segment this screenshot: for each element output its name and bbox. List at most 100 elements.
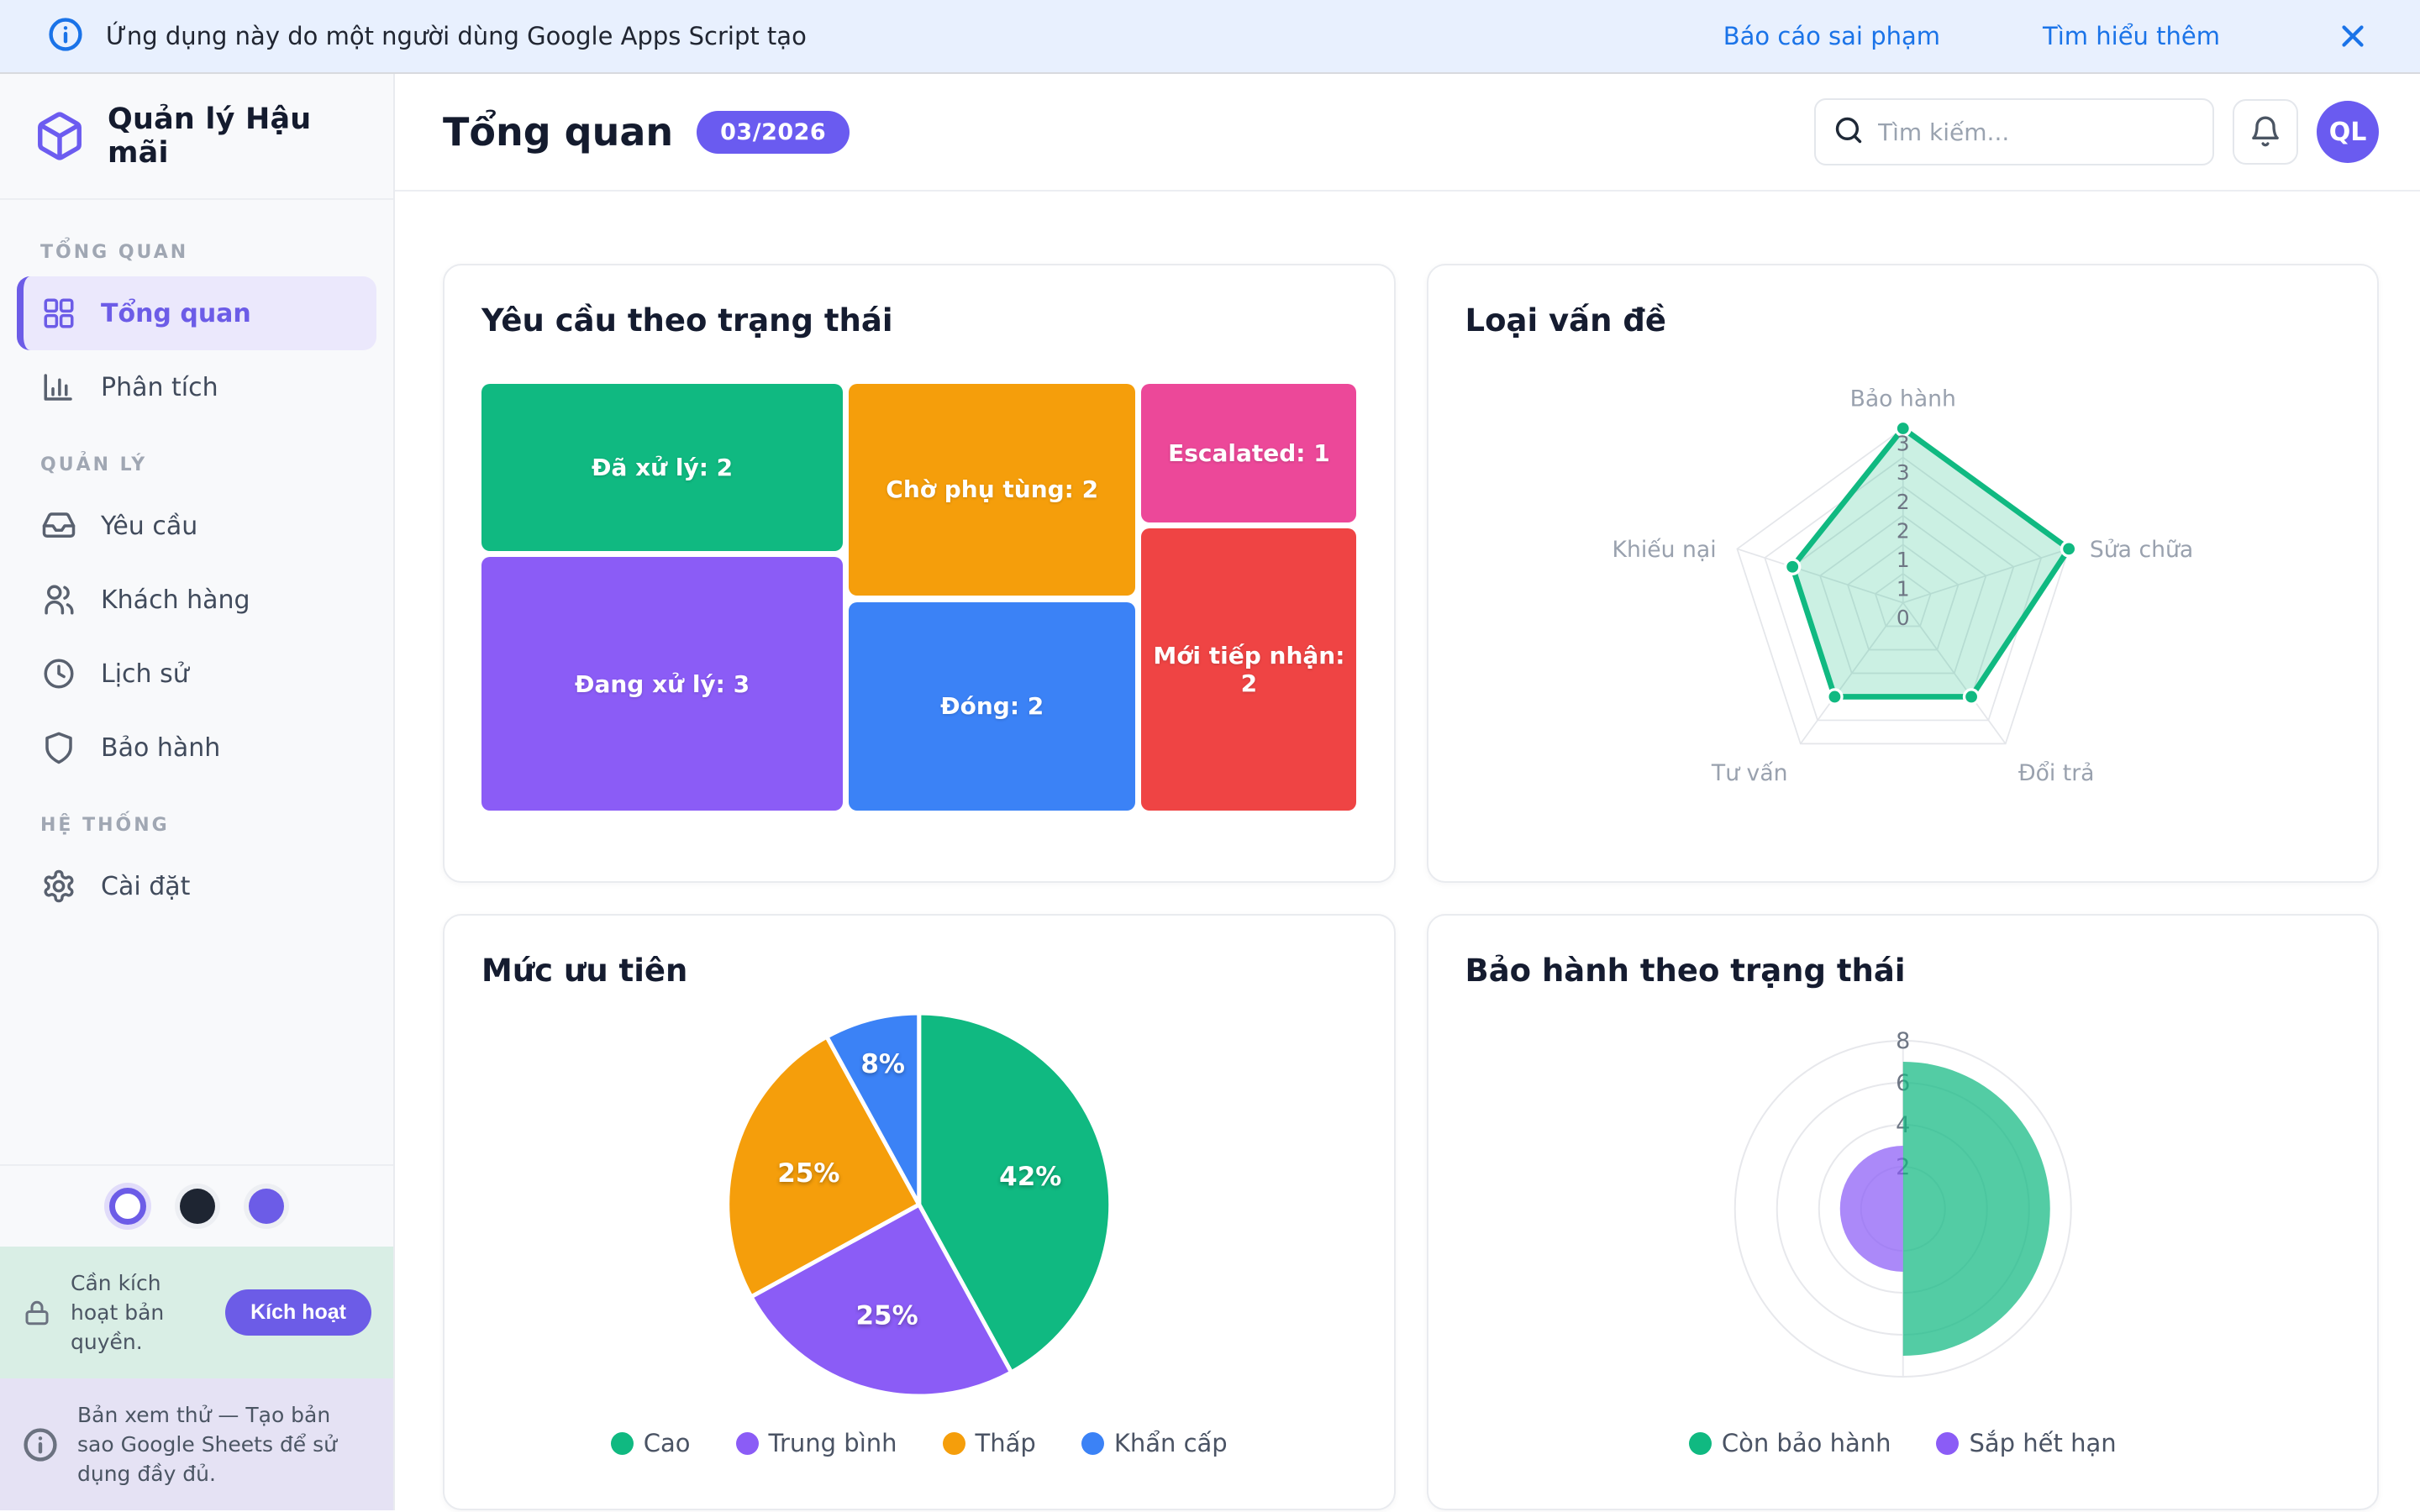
treemap-tile[interactable]: Escalated: 1 <box>1141 384 1357 522</box>
legend-item[interactable]: Thấp <box>942 1429 1036 1457</box>
radar-tick-label: 3 <box>1896 432 1909 456</box>
legend-item[interactable]: Sắp hết hạn <box>1936 1429 2117 1457</box>
treemap-tile-label: Escalated: 1 <box>1168 438 1330 467</box>
pie-slice[interactable] <box>749 1202 1014 1399</box>
sidebar-item-inbox[interactable]: Yêu cầu <box>17 489 376 563</box>
radar-tick-label: 2 <box>1896 518 1909 543</box>
radar-data-point[interactable] <box>1783 558 1801 576</box>
theme-dot[interactable] <box>180 1189 215 1224</box>
sidebar-item-users[interactable]: Khách hàng <box>17 563 376 637</box>
treemap-tile[interactable]: Đang xử lý: 3 <box>481 557 844 811</box>
app-shell: Quản lý Hậu mãi TỔNG QUAN Tổng quan Phân t… <box>0 74 2420 1510</box>
radar-grid-ring <box>1874 572 1932 627</box>
pie-slice-label: 8% <box>860 1049 905 1079</box>
sidebar-item-label: Cài đặt <box>101 871 191 901</box>
legend-dot <box>942 1431 965 1455</box>
legend-dot <box>735 1431 759 1455</box>
sidebar-item-settings[interactable]: Cài đặt <box>17 849 376 923</box>
theme-dot[interactable] <box>249 1189 284 1224</box>
info-circle-icon <box>22 1426 59 1463</box>
main-area: Tổng quan 03/2026 QL Yêu cầu theo trạng … <box>395 74 2420 1510</box>
sidebar-item-bar-chart[interactable]: Phân tích <box>17 350 376 424</box>
notifications-button[interactable] <box>2233 99 2298 165</box>
report-abuse-link[interactable]: Báo cáo sai phạm <box>1723 22 1941 50</box>
clock-icon <box>40 655 77 692</box>
treemap-tile[interactable]: Đóng: 2 <box>849 601 1135 811</box>
pie-slice[interactable] <box>725 1034 922 1299</box>
legend-item[interactable]: Khẩn cấp <box>1081 1429 1228 1457</box>
dashboard-grid: Yêu cầu theo trạng thái Đã xử lý: 2 Đang … <box>395 192 2420 1510</box>
pie-slice[interactable] <box>917 1011 1113 1375</box>
radar-grid-spoke <box>1736 548 1903 604</box>
polar-grid-ring <box>1733 1040 2072 1378</box>
treemap-chart: Đã xử lý: 2 Đang xử lý: 3 Chờ phụ tùng: 2 Đ… <box>481 384 1357 811</box>
search-input[interactable] <box>1878 118 2196 146</box>
card-requests-by-status: Yêu cầu theo trạng thái Đã xử lý: 2 Đang … <box>443 264 1396 883</box>
legend-dot <box>1936 1431 1960 1455</box>
legend-item[interactable]: Còn bảo hành <box>1688 1429 1891 1457</box>
radar-grid-ring <box>1846 543 1960 651</box>
legend-item[interactable]: Cao <box>610 1429 691 1457</box>
license-notice: Cần kích hoạt bản quyền. Kích hoạt <box>0 1247 393 1378</box>
treemap-tile[interactable]: Đã xử lý: 2 <box>481 384 844 552</box>
radar-tick-label: 0 <box>1896 606 1909 630</box>
activate-button[interactable]: Kích hoạt <box>225 1289 371 1336</box>
header-actions: QL <box>1814 98 2379 165</box>
card-title: Mức ưu tiên <box>481 953 688 989</box>
treemap-tile-label: Đã xử lý: 2 <box>592 454 734 482</box>
sidebar-item-label: Bảo hành <box>101 732 221 763</box>
search-box <box>1814 98 2214 165</box>
radar-grid-spoke <box>1902 602 2006 744</box>
radar-data-point[interactable] <box>2060 540 2077 558</box>
sidebar-item-shield[interactable]: Bảo hành <box>17 711 376 785</box>
polar-slice[interactable] <box>1839 1146 1903 1272</box>
pie-slice[interactable] <box>824 1011 922 1207</box>
polar-legend: Còn bảo hành Sắp hết hạn <box>1465 1429 2341 1457</box>
theme-dot[interactable] <box>109 1188 146 1225</box>
search-icon <box>1833 114 1865 150</box>
radar-axis-label: Tư vấn <box>1710 760 1787 786</box>
radar-tick-label: 2 <box>1896 490 1909 514</box>
radar-grid-ring <box>1818 514 1986 675</box>
sidebar-item-clock[interactable]: Lịch sử <box>17 637 376 711</box>
legend-label: Khẩn cấp <box>1113 1429 1228 1457</box>
page-title: Tổng quan <box>443 109 674 155</box>
sidebar-item-label: Phân tích <box>101 372 218 402</box>
radar-chart[interactable]: 0 1 1 2 2 3 3 Bảo hành Sửa chữa Đổi trả Tư vấn Khiế… <box>1465 345 2341 844</box>
radar-grid-spoke <box>1902 548 2069 604</box>
avatar[interactable]: QL <box>2317 101 2379 163</box>
sidebar-item-dashboard[interactable]: Tổng quan <box>17 276 376 350</box>
card-warranty-status: Bảo hành theo trạng thái 2468 Còn bảo hà… <box>1426 914 2379 1510</box>
shield-icon <box>40 729 77 766</box>
close-banner-icon[interactable] <box>2334 18 2371 55</box>
gas-banner-text: Ứng dụng này do một người dùng Google Ap… <box>106 22 807 50</box>
polar-slice[interactable] <box>1902 1062 2050 1356</box>
radar-axis-label: Khiếu nại <box>1612 537 1716 563</box>
sidebar-item-label: Khách hàng <box>101 585 250 615</box>
treemap-tile[interactable]: Chờ phụ tùng: 2 <box>849 384 1135 596</box>
sidebar-spacer <box>0 923 393 1164</box>
legend-item[interactable]: Trung bình <box>735 1429 897 1457</box>
radar-data-point[interactable] <box>1894 419 1912 438</box>
treemap-tile[interactable]: Mới tiếp nhận: 2 <box>1141 528 1357 811</box>
sidebar-item-label: Yêu cầu <box>101 511 198 541</box>
legend-label: Cao <box>643 1429 691 1457</box>
polar-area-chart[interactable]: 2468 <box>1465 1005 2341 1407</box>
radar-data-polygon[interactable] <box>1789 425 2071 700</box>
pie-slice-label: 25% <box>855 1300 918 1331</box>
radar-data-point[interactable] <box>1962 688 1980 706</box>
inbox-icon <box>40 507 77 544</box>
card-issue-types: Loại vấn đề 0 1 1 2 2 3 3 Bảo hành Sửa chữa Đổi t… <box>1426 264 2379 883</box>
radar-grid-ring <box>1763 456 2042 722</box>
learn-more-link[interactable]: Tìm hiểu thêm <box>2043 22 2220 50</box>
treemap-tile-label: Chờ phụ tùng: 2 <box>886 475 1099 504</box>
radar-axis-label: Đổi trả <box>2018 760 2094 786</box>
legend-dot <box>1688 1431 1712 1455</box>
radar-data-point[interactable] <box>1825 688 1844 706</box>
pie-slice-label: 25% <box>777 1158 839 1189</box>
card-title: Loại vấn đề <box>1465 302 1666 339</box>
pie-legend: Cao Trung bình Thấp Khẩn cấp <box>481 1429 1357 1457</box>
main-header: Tổng quan 03/2026 QL <box>395 74 2420 192</box>
legend-label: Còn bảo hành <box>1721 1429 1891 1457</box>
pie-chart[interactable]: 42% 25% 25% 8% <box>481 1005 1357 1407</box>
